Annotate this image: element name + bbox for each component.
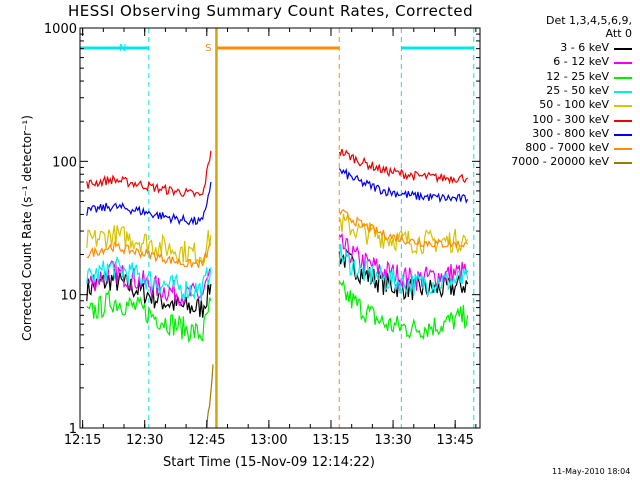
- series-line: [206, 364, 214, 426]
- legend-label: 100 - 300 keV: [532, 112, 609, 126]
- legend-swatch: [614, 105, 632, 108]
- legend-swatch: [614, 90, 632, 93]
- series-line: [338, 243, 469, 298]
- x-tick-label: 13:45: [436, 433, 473, 448]
- legend-label: 300 - 800 keV: [532, 126, 609, 140]
- series-line: [338, 167, 469, 204]
- legend-swatch: [614, 62, 632, 65]
- series-line: [86, 289, 212, 344]
- legend-swatch: [614, 76, 632, 79]
- legend-label: 25 - 50 keV: [546, 83, 609, 97]
- legend-swatch: [614, 162, 632, 165]
- axis-ticks: 12:15 12:30 12:45 13:00 13:15 13:30 13:45 1 10 10…: [44, 22, 480, 448]
- y-tick-label: 10: [60, 289, 77, 304]
- y-tick-label: 1: [69, 422, 77, 437]
- legend-swatch: [614, 119, 632, 122]
- x-tick-label: 13:30: [374, 433, 411, 448]
- y-axis-label: Corrected Count Rate (s⁻¹ detector⁻¹): [20, 115, 34, 341]
- series-line: [86, 255, 212, 301]
- legend-swatch: [614, 48, 632, 50]
- y-tick-label: 100: [52, 155, 77, 170]
- x-tick-label: 12:15: [64, 433, 101, 448]
- legend-item: 7000 - 20000 keV: [495, 155, 635, 169]
- series-line: [338, 209, 469, 249]
- series-line: [338, 148, 468, 185]
- legend-label: 800 - 7000 keV: [525, 141, 609, 155]
- x-tick-label: 13:15: [312, 433, 349, 448]
- series-line: [86, 241, 212, 268]
- legend-item: 6 - 12 keV: [495, 55, 635, 69]
- x-tick-label: 13:00: [250, 433, 287, 448]
- legend-item: 25 - 50 keV: [495, 84, 635, 98]
- y-tick-label: 1000: [44, 22, 77, 37]
- legend-attenuator: Att 0: [605, 27, 632, 40]
- chart-title: HESSI Observing Summary Count Rates, Cor…: [68, 2, 474, 20]
- x-tick-label: 12:30: [126, 433, 163, 448]
- x-axis-label: Start Time (15-Nov-09 12:14:22): [163, 455, 375, 470]
- legend-item: 300 - 800 keV: [495, 127, 635, 141]
- legend-item: 800 - 7000 keV: [495, 141, 635, 155]
- legend-label: 50 - 100 keV: [539, 98, 609, 112]
- date-stamp: 11-May-2010 18:04: [552, 467, 631, 476]
- legend-swatch: [614, 148, 632, 151]
- legend-item: 50 - 100 keV: [495, 98, 635, 112]
- plot-frame: [79, 27, 481, 429]
- series-line: [86, 150, 212, 198]
- legend-item: 12 - 25 keV: [495, 70, 635, 84]
- legend-label: 12 - 25 keV: [546, 69, 609, 83]
- series-line: [338, 213, 469, 255]
- legend-swatch: [614, 133, 632, 136]
- legend-item: 100 - 300 keV: [495, 113, 635, 127]
- series-layer: [86, 148, 469, 426]
- series-line: [86, 260, 212, 307]
- series-line: [338, 248, 469, 301]
- legend-label: 6 - 12 keV: [553, 55, 609, 69]
- series-line: [338, 279, 469, 341]
- series-line: [86, 224, 212, 265]
- series-line: [86, 181, 212, 226]
- x-tick-label: 12:45: [188, 433, 225, 448]
- legend-label: 3 - 6 keV: [560, 41, 609, 54]
- legend-item: 3 - 6 keV: [495, 41, 635, 55]
- legend-detectors: Det 1,3,4,5,6,9,: [545, 14, 632, 27]
- flag-label-n: N: [119, 43, 126, 54]
- flag-label-s: S: [205, 43, 211, 54]
- legend-label: 7000 - 20000 keV: [511, 155, 609, 169]
